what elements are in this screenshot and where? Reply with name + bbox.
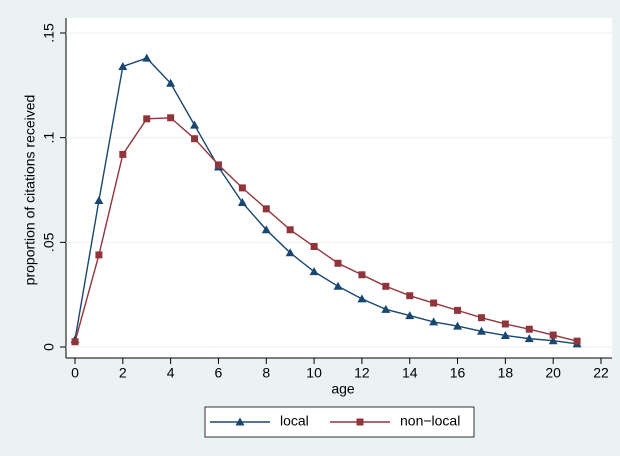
x-axis-label: age bbox=[331, 381, 355, 397]
series-line bbox=[74, 57, 578, 345]
marker bbox=[142, 53, 152, 62]
x-tick-label: 10 bbox=[306, 365, 322, 381]
y-tick-label: .1 bbox=[41, 132, 57, 144]
marker bbox=[430, 299, 438, 307]
marker bbox=[453, 321, 463, 330]
y-tick-label: 0 bbox=[41, 343, 57, 351]
x-tick-label: 2 bbox=[119, 365, 127, 381]
y-axis-label: proportion of citations received bbox=[22, 95, 38, 286]
marker bbox=[382, 282, 390, 290]
marker bbox=[167, 114, 175, 122]
marker bbox=[286, 226, 294, 234]
legend-label: non−local bbox=[400, 413, 460, 429]
marker bbox=[477, 314, 485, 322]
legend-label: local bbox=[280, 413, 309, 429]
marker bbox=[381, 304, 391, 313]
marker bbox=[119, 150, 127, 158]
marker bbox=[476, 326, 486, 335]
x-tick-label: 4 bbox=[167, 365, 175, 381]
marker bbox=[500, 330, 510, 339]
x-tick-label: 18 bbox=[498, 365, 514, 381]
marker bbox=[118, 61, 128, 70]
x-tick-label: 14 bbox=[402, 365, 418, 381]
marker bbox=[261, 225, 271, 234]
y-tick-label: .05 bbox=[41, 232, 57, 252]
marker bbox=[143, 115, 151, 123]
marker bbox=[262, 205, 270, 213]
marker bbox=[573, 337, 581, 345]
marker bbox=[285, 248, 295, 257]
marker bbox=[356, 418, 364, 426]
marker bbox=[95, 251, 103, 259]
marker bbox=[405, 311, 415, 320]
marker bbox=[525, 325, 533, 333]
marker bbox=[310, 243, 318, 251]
marker bbox=[406, 292, 414, 300]
marker bbox=[358, 271, 366, 279]
x-tick-label: 12 bbox=[354, 365, 370, 381]
marker bbox=[94, 195, 104, 204]
y-tick-label: .15 bbox=[41, 23, 57, 43]
marker bbox=[549, 331, 557, 339]
x-tick-label: 20 bbox=[545, 365, 561, 381]
marker bbox=[334, 259, 342, 267]
marker bbox=[71, 338, 79, 346]
plot-area bbox=[66, 18, 612, 358]
marker bbox=[214, 161, 222, 169]
marker bbox=[166, 78, 176, 87]
marker bbox=[429, 317, 439, 326]
marker bbox=[357, 294, 367, 303]
marker bbox=[237, 198, 247, 207]
marker bbox=[309, 267, 319, 276]
x-tick-label: 16 bbox=[450, 365, 466, 381]
x-tick-label: 6 bbox=[215, 365, 223, 381]
marker bbox=[501, 320, 509, 328]
marker bbox=[238, 184, 246, 192]
x-tick-label: 22 bbox=[593, 365, 609, 381]
marker bbox=[524, 334, 534, 343]
marker bbox=[454, 306, 462, 314]
marker bbox=[548, 336, 558, 345]
x-tick-label: 0 bbox=[71, 365, 79, 381]
marker bbox=[333, 281, 343, 290]
marker bbox=[191, 135, 199, 143]
marker bbox=[235, 417, 245, 426]
marker bbox=[190, 120, 200, 129]
x-tick-label: 8 bbox=[262, 365, 270, 381]
series-line bbox=[74, 117, 578, 342]
